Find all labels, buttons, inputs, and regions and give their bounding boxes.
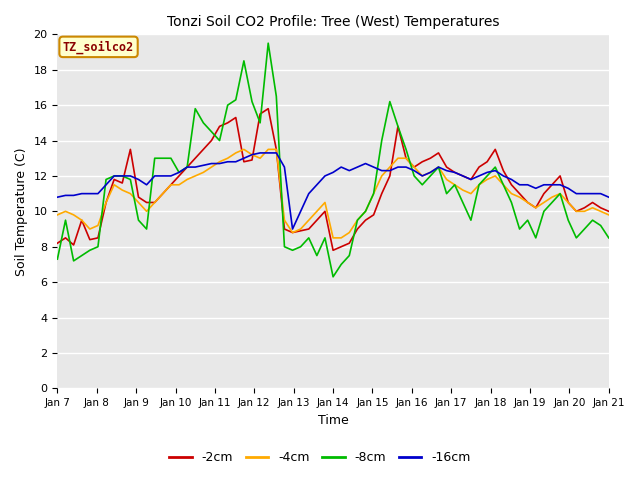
- Line: -16cm: -16cm: [58, 153, 609, 229]
- -8cm: [329, 274, 337, 280]
- -8cm: [54, 256, 61, 262]
- -4cm: [54, 212, 61, 218]
- -8cm: [597, 223, 605, 228]
- Y-axis label: Soil Temperature (C): Soil Temperature (C): [15, 147, 28, 276]
- -2cm: [386, 173, 394, 179]
- -2cm: [94, 235, 102, 241]
- -2cm: [492, 146, 499, 152]
- -16cm: [605, 194, 612, 200]
- Title: Tonzi Soil CO2 Profile: Tree (West) Temperatures: Tonzi Soil CO2 Profile: Tree (West) Temp…: [167, 15, 499, 29]
- -8cm: [143, 226, 150, 232]
- Line: -8cm: -8cm: [58, 43, 609, 277]
- -2cm: [264, 106, 272, 111]
- -4cm: [605, 212, 612, 218]
- -16cm: [159, 173, 166, 179]
- -4cm: [386, 164, 394, 170]
- -4cm: [143, 208, 150, 214]
- -2cm: [143, 200, 150, 205]
- -4cm: [597, 208, 605, 214]
- -16cm: [386, 168, 394, 173]
- -8cm: [605, 235, 612, 241]
- -8cm: [94, 244, 102, 250]
- -16cm: [492, 168, 499, 173]
- -16cm: [94, 191, 102, 196]
- -8cm: [492, 164, 499, 170]
- Legend: -2cm, -4cm, -8cm, -16cm: -2cm, -4cm, -8cm, -16cm: [164, 446, 476, 469]
- -4cm: [492, 173, 499, 179]
- -2cm: [597, 205, 605, 211]
- Line: -4cm: -4cm: [58, 149, 609, 238]
- -16cm: [597, 191, 605, 196]
- Text: TZ_soilco2: TZ_soilco2: [63, 40, 134, 54]
- -16cm: [54, 194, 61, 200]
- X-axis label: Time: Time: [317, 414, 348, 427]
- -4cm: [159, 191, 166, 196]
- Line: -2cm: -2cm: [58, 108, 609, 250]
- -2cm: [159, 191, 166, 196]
- -8cm: [386, 99, 394, 105]
- -16cm: [289, 226, 296, 232]
- -2cm: [329, 247, 337, 253]
- -16cm: [256, 150, 264, 156]
- -4cm: [94, 223, 102, 228]
- -2cm: [605, 208, 612, 214]
- -8cm: [264, 40, 272, 46]
- -8cm: [159, 156, 166, 161]
- -4cm: [240, 146, 248, 152]
- -16cm: [143, 182, 150, 188]
- -2cm: [54, 240, 61, 246]
- -4cm: [329, 235, 337, 241]
